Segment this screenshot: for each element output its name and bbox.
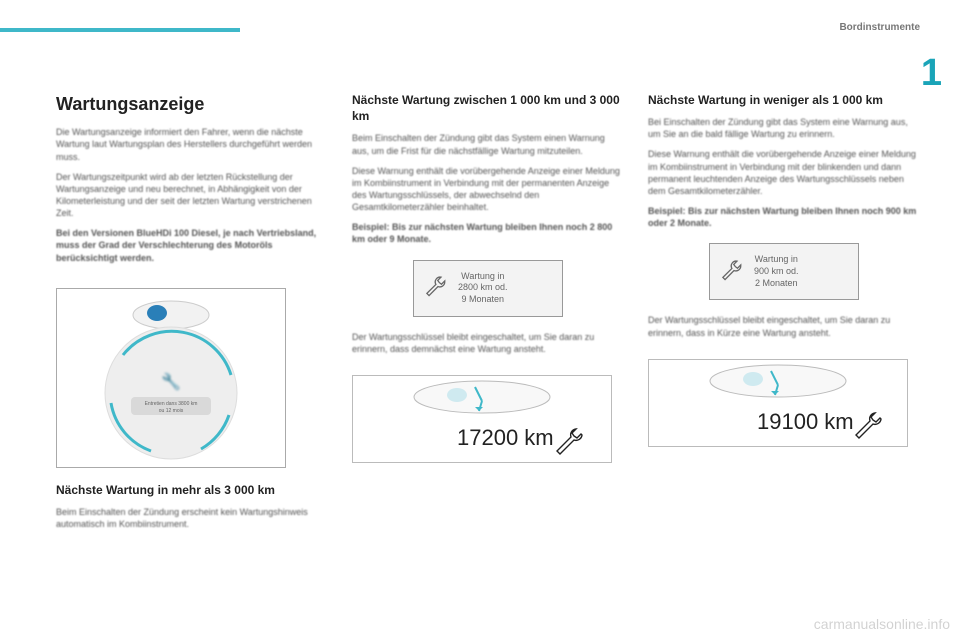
col2-box-line3: 9 Monaten (458, 294, 508, 306)
col3-odo-text: 19100 km (757, 409, 854, 434)
col1-para-1: Die Wartungsanzeige informiert den Fahre… (56, 126, 328, 162)
col2-box-line1: Wartung in (458, 271, 508, 283)
col2-odo-text: 17200 km (457, 425, 554, 450)
col3-box-line3: 2 Monaten (754, 278, 799, 290)
breadcrumb: Bordinstrumente (839, 22, 920, 33)
col2-odo-svg: 17200 km (357, 377, 607, 461)
column-2: Nächste Wartung zwischen 1 000 km und 3 … (352, 92, 624, 538)
gauge-svg: 🔧 Entretien dans 3800 km ou 12 mois (61, 293, 281, 463)
col1-para-3: Bei den Versionen BlueHDi 100 Diesel, je… (56, 227, 328, 263)
watermark: carmanualsonline.info (814, 616, 950, 632)
col2-box-text: Wartung in 2800 km od. 9 Monaten (458, 271, 508, 306)
col3-box-line2: 900 km od. (754, 266, 799, 278)
col2-para-2: Diese Warnung enthält die vorübergehende… (352, 165, 624, 214)
gauge-label-line1: Entretien dans 3800 km (145, 401, 198, 407)
gauge-label-line2: ou 12 mois (159, 408, 184, 414)
col2-para-3: Beispiel: Bis zur nächsten Wartung bleib… (352, 221, 624, 245)
content-columns: Wartungsanzeige Die Wartungsanzeige info… (56, 92, 920, 538)
col3-note: Der Wartungsschlüssel bleibt eingeschalt… (648, 314, 920, 338)
col2-box-line2: 2800 km od. (458, 282, 508, 294)
col3-box-line1: Wartung in (754, 254, 799, 266)
col3-title: Nächste Wartung in weniger als 1 000 km (648, 92, 920, 108)
col3-para-1: Bei Einschalten der Zündung gibt das Sys… (648, 116, 920, 140)
col2-para-1: Beim Einschalten der Zündung gibt das Sy… (352, 132, 624, 156)
wrench-icon (718, 259, 744, 285)
col1-para-2: Der Wartungszeitpunkt wird ab der letzte… (56, 171, 328, 220)
col3-para-2: Diese Warnung enthält die vorübergehende… (648, 148, 920, 197)
svg-text:🔧: 🔧 (161, 372, 181, 391)
wrench-icon (422, 275, 448, 301)
wrench-icon (557, 429, 582, 454)
page-number-badge: 1 (921, 52, 942, 95)
top-accent-bar (0, 28, 240, 32)
col3-odometer: 19100 km (648, 359, 908, 447)
wrench-icon (856, 413, 881, 438)
col1-sub-text: Beim Einschalten der Zündung erscheint k… (56, 506, 316, 530)
col3-odo-svg: 19100 km (653, 361, 903, 445)
gauge-frame: 🔧 Entretien dans 3800 km ou 12 mois (56, 288, 286, 468)
page-title: Wartungsanzeige (56, 92, 328, 116)
col3-info-box: Wartung in 900 km od. 2 Monaten (709, 243, 859, 300)
column-3: Nächste Wartung in weniger als 1 000 km … (648, 92, 920, 538)
col1-sub-title: Nächste Wartung in mehr als 3 000 km (56, 482, 316, 498)
col3-para-3: Beispiel: Bis zur nächsten Wartung bleib… (648, 205, 920, 229)
column-1: Wartungsanzeige Die Wartungsanzeige info… (56, 92, 328, 538)
col2-odometer: 17200 km (352, 375, 612, 463)
gauge-illustration: 🔧 Entretien dans 3800 km ou 12 mois Näch… (56, 288, 316, 530)
col2-note: Der Wartungsschlüssel bleibt eingeschalt… (352, 331, 624, 355)
col2-title: Nächste Wartung zwischen 1 000 km und 3 … (352, 92, 624, 124)
col3-box-text: Wartung in 900 km od. 2 Monaten (754, 254, 799, 289)
col2-info-box: Wartung in 2800 km od. 9 Monaten (413, 260, 563, 317)
